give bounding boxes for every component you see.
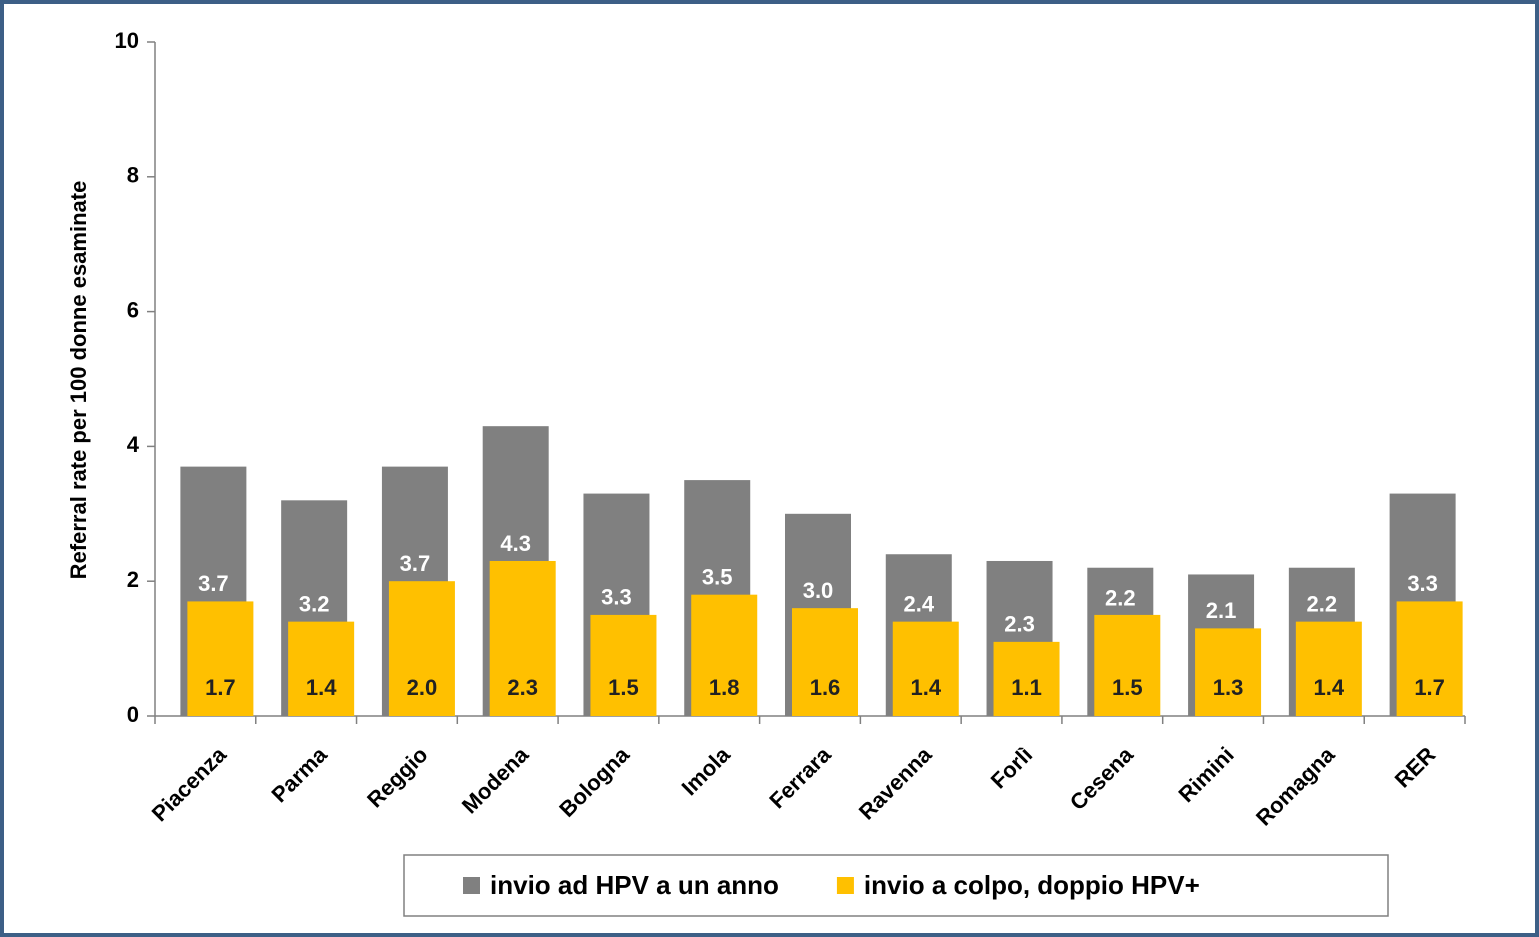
legend-label: invio a colpo, doppio HPV+ xyxy=(864,870,1200,900)
bar xyxy=(691,594,758,716)
y-tick-label: 8 xyxy=(127,163,139,188)
bar xyxy=(1396,601,1463,716)
value-label: 1.4 xyxy=(306,675,337,700)
value-label: 1.4 xyxy=(910,675,941,700)
y-tick-label: 10 xyxy=(115,28,139,53)
value-label: 3.3 xyxy=(1407,571,1438,596)
bar xyxy=(792,608,858,716)
legend-box xyxy=(403,854,1389,917)
legend-swatch xyxy=(463,877,480,894)
value-label: 2.4 xyxy=(903,591,934,616)
value-label: 3.7 xyxy=(400,551,431,576)
value-label: 1.6 xyxy=(810,675,841,700)
value-label: 3.5 xyxy=(702,564,733,589)
bar xyxy=(1195,628,1262,716)
value-label: 2.3 xyxy=(1004,612,1035,637)
value-label: 2.2 xyxy=(1105,586,1136,611)
value-label: 1.8 xyxy=(709,675,740,700)
y-tick-label: 0 xyxy=(127,702,139,727)
y-tick-label: 6 xyxy=(127,297,139,322)
value-label: 1.7 xyxy=(205,675,236,700)
value-label: 3.3 xyxy=(601,585,632,610)
bar xyxy=(489,560,556,716)
legend-swatch xyxy=(836,877,854,894)
value-label: 1.4 xyxy=(1314,675,1345,700)
bar xyxy=(1295,621,1362,716)
value-label: 3.7 xyxy=(198,571,229,596)
bar xyxy=(288,621,355,716)
y-tick-label: 4 xyxy=(127,432,140,457)
value-label: 2.2 xyxy=(1307,591,1338,616)
y-axis-title: Referral rate per 100 donne esaminate xyxy=(66,181,91,580)
value-label: 1.1 xyxy=(1011,675,1042,700)
bar xyxy=(993,641,1060,716)
bar xyxy=(187,601,254,716)
bar xyxy=(892,621,959,716)
legend-label: invio ad HPV a un anno xyxy=(490,870,779,900)
value-label: 1.5 xyxy=(608,675,639,700)
bar xyxy=(388,581,455,716)
value-label: 3.2 xyxy=(299,591,330,616)
bar xyxy=(1094,614,1161,716)
bar xyxy=(590,614,657,716)
value-label: 2.3 xyxy=(507,675,538,700)
value-label: 2.1 xyxy=(1206,598,1237,623)
value-label: 2.0 xyxy=(407,675,438,700)
value-label: 4.3 xyxy=(500,531,531,556)
value-label: 3.0 xyxy=(803,578,834,603)
value-label: 1.5 xyxy=(1112,675,1143,700)
value-label: 1.7 xyxy=(1414,675,1445,700)
value-label: 1.3 xyxy=(1213,675,1244,700)
y-tick-label: 2 xyxy=(127,567,139,592)
